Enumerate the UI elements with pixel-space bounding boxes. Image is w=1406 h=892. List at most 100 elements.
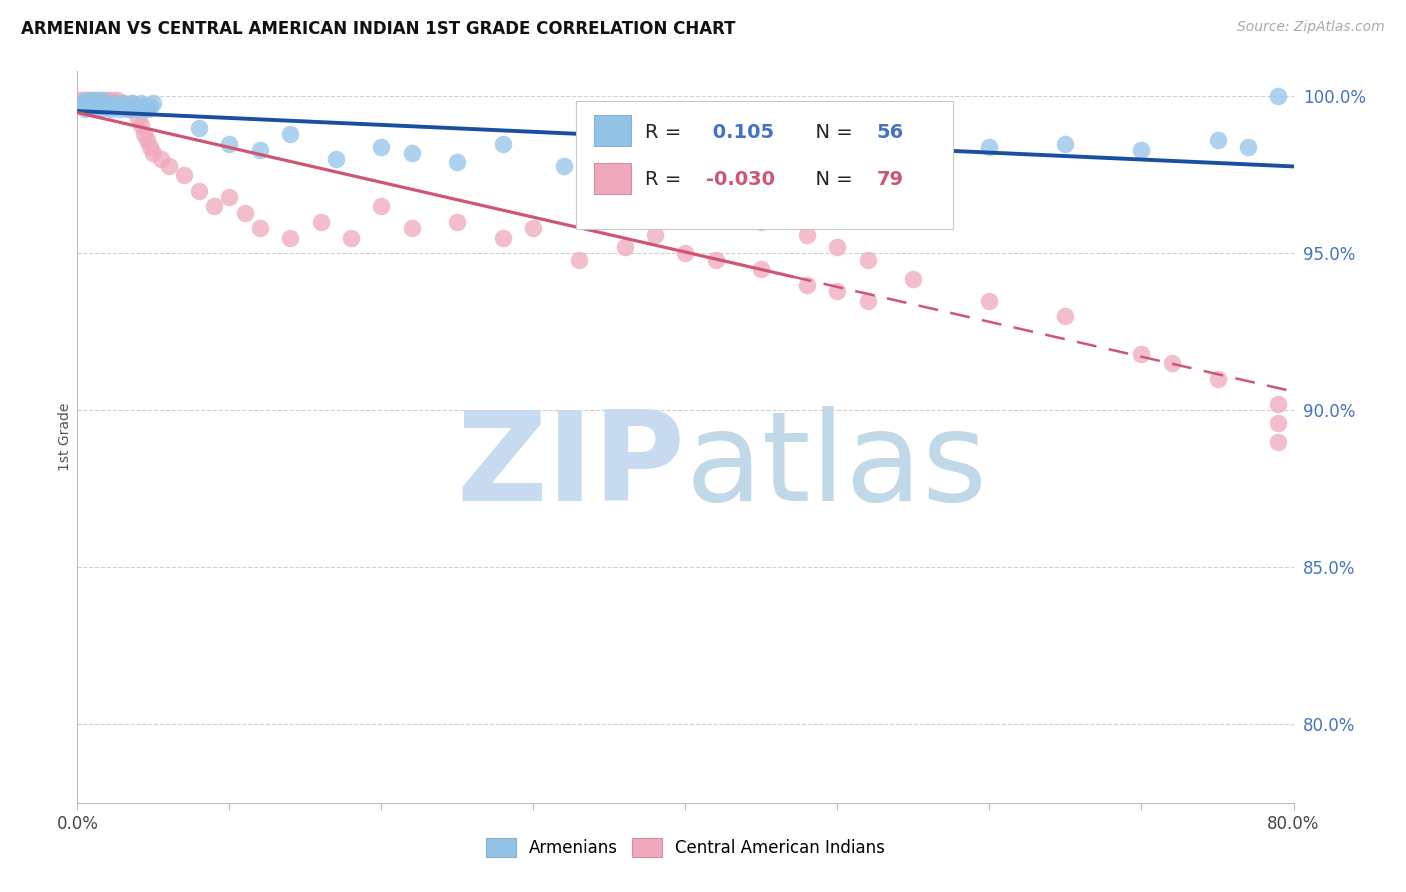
Point — [80, 95, 103, 110]
Point — [796, 159, 818, 173]
Point — [103, 95, 125, 110]
Point — [309, 215, 332, 229]
Point — [142, 95, 165, 110]
Point — [89, 95, 111, 110]
Point — [370, 199, 392, 213]
Point — [82, 99, 104, 113]
Point — [1130, 143, 1153, 157]
Point — [77, 99, 100, 113]
Point — [139, 99, 162, 113]
Point — [492, 136, 515, 151]
Point — [340, 231, 363, 245]
Point — [827, 284, 849, 298]
Point — [103, 95, 125, 110]
Point — [90, 93, 112, 107]
Point — [82, 95, 104, 110]
Point — [129, 95, 152, 110]
Point — [97, 93, 120, 107]
Point — [75, 93, 97, 107]
Point — [124, 99, 146, 113]
Point — [675, 190, 697, 204]
Point — [522, 221, 544, 235]
Point — [98, 95, 121, 110]
Point — [202, 199, 225, 213]
Point — [111, 95, 134, 110]
Text: R =: R = — [645, 122, 688, 142]
Point — [401, 221, 423, 235]
Point — [72, 99, 94, 113]
Point — [91, 99, 114, 113]
Point — [1267, 434, 1289, 449]
Point — [80, 93, 103, 107]
Point — [188, 184, 211, 198]
FancyBboxPatch shape — [576, 101, 953, 228]
Point — [139, 139, 162, 153]
Point — [233, 205, 256, 219]
Point — [644, 227, 666, 242]
Point — [91, 93, 114, 107]
Point — [121, 95, 143, 110]
Point — [325, 153, 347, 167]
Point — [121, 95, 143, 110]
Point — [73, 93, 96, 107]
Point — [79, 99, 101, 113]
Point — [72, 99, 94, 113]
Text: N =: N = — [803, 170, 859, 189]
Point — [118, 102, 141, 116]
Point — [598, 165, 620, 179]
Text: Source: ZipAtlas.com: Source: ZipAtlas.com — [1237, 20, 1385, 34]
Point — [111, 95, 134, 110]
Point — [1206, 372, 1229, 386]
Point — [104, 99, 127, 113]
Point — [86, 99, 108, 113]
Y-axis label: 1st Grade: 1st Grade — [58, 403, 72, 471]
Point — [751, 215, 773, 229]
Point — [856, 293, 879, 308]
Point — [70, 95, 93, 110]
Text: N =: N = — [803, 122, 859, 142]
Point — [105, 99, 128, 113]
Point — [932, 146, 955, 161]
Point — [75, 95, 97, 110]
Point — [108, 102, 131, 116]
Point — [704, 178, 727, 192]
Point — [553, 159, 575, 173]
Text: atlas: atlas — [686, 406, 987, 527]
FancyBboxPatch shape — [595, 115, 631, 146]
Point — [401, 146, 423, 161]
Point — [83, 102, 105, 116]
Point — [568, 252, 591, 267]
Point — [613, 240, 636, 254]
Point — [218, 136, 240, 151]
Point — [108, 99, 131, 113]
Point — [87, 93, 110, 107]
Point — [704, 155, 727, 169]
Point — [105, 93, 128, 107]
Point — [77, 95, 100, 110]
Point — [87, 95, 110, 110]
Point — [89, 102, 111, 116]
Point — [370, 139, 392, 153]
Point — [1054, 136, 1077, 151]
Point — [157, 159, 180, 173]
Point — [446, 155, 468, 169]
Point — [134, 99, 156, 113]
Text: ARMENIAN VS CENTRAL AMERICAN INDIAN 1ST GRADE CORRELATION CHART: ARMENIAN VS CENTRAL AMERICAN INDIAN 1ST … — [21, 20, 735, 37]
Point — [856, 252, 879, 267]
Point — [115, 99, 138, 113]
Point — [675, 246, 697, 260]
Point — [1267, 416, 1289, 430]
Point — [127, 112, 149, 126]
Point — [1237, 139, 1260, 153]
Point — [118, 102, 141, 116]
Point — [249, 221, 271, 235]
Point — [90, 99, 112, 113]
Point — [136, 133, 159, 147]
Point — [218, 190, 240, 204]
Point — [101, 93, 124, 107]
Point — [1267, 89, 1289, 103]
Legend: Armenians, Central American Indians: Armenians, Central American Indians — [479, 831, 891, 864]
Point — [598, 184, 620, 198]
Point — [492, 231, 515, 245]
Text: 0.105: 0.105 — [706, 122, 775, 142]
